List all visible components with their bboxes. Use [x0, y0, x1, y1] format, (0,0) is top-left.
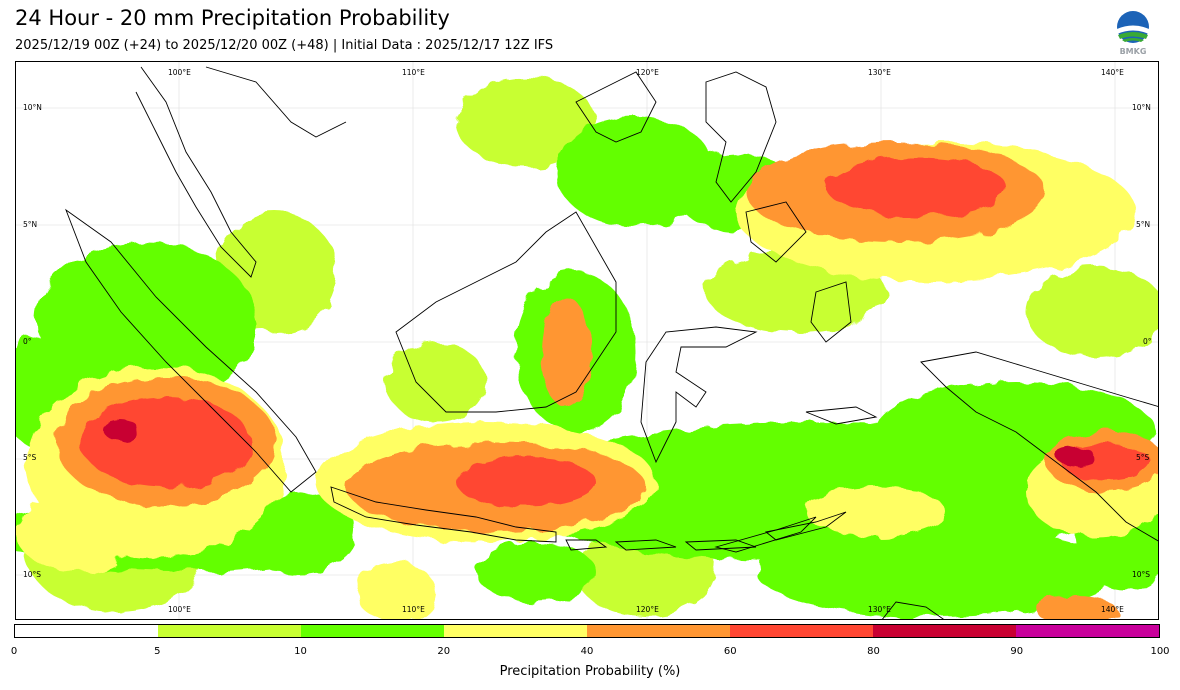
colorbar-segment	[158, 625, 301, 637]
colorbar-segment	[15, 625, 158, 637]
lon-label-bottom: 120°E	[636, 605, 659, 614]
colorbar-tick-label: 80	[867, 646, 880, 657]
lat-label-right: 0°	[1143, 337, 1152, 346]
logo-text: BMKG	[1120, 47, 1147, 56]
coastlines	[65, 66, 1158, 619]
colorbar-segment	[730, 625, 873, 637]
colorbar-tick-label: 40	[580, 646, 594, 657]
lon-label-bottom: 110°E	[402, 605, 425, 614]
lat-label-right: 10°S	[1132, 570, 1151, 579]
bmkg-logo-icon: BMKG	[1117, 11, 1149, 56]
lon-label-bottom: 140°E	[1101, 605, 1124, 614]
colorbar-tick-label: 100	[1150, 646, 1170, 657]
colorbar-segment	[587, 625, 730, 637]
colorbar-tick-label: 60	[723, 646, 737, 657]
colorbar-title: Precipitation Probability (%)	[499, 664, 681, 679]
lat-label-right: 5°S	[1136, 453, 1150, 462]
lat-label-left: 5°S	[23, 453, 37, 462]
colorbar-segment	[444, 625, 587, 637]
lat-label-left: 10°N	[23, 103, 42, 112]
lon-label-top: 140°E	[1101, 68, 1124, 77]
lon-label-top: 110°E	[402, 68, 425, 77]
lat-label-left: 10°S	[23, 570, 42, 579]
lon-label-top: 100°E	[168, 68, 191, 77]
lon-label-top: 120°E	[636, 68, 659, 77]
lat-label-right: 10°N	[1132, 103, 1151, 112]
colorbar-tick-label: 10	[294, 646, 307, 657]
colorbar-segment	[301, 625, 444, 637]
page-title: 24 Hour - 20 mm Precipitation Probabilit…	[15, 6, 450, 30]
colorbar-tick-label: 20	[437, 646, 451, 657]
lon-label-bottom: 100°E	[168, 605, 191, 614]
lon-label-top: 130°E	[868, 68, 891, 77]
band-80-90	[103, 420, 1096, 465]
lat-label-left: 5°N	[23, 220, 38, 229]
lat-label-left: 0°	[23, 337, 32, 346]
map-canvas	[16, 62, 1158, 619]
colorbar-tick-label: 5	[154, 646, 161, 657]
page-subtitle: 2025/12/19 00Z (+24) to 2025/12/20 00Z (…	[15, 38, 554, 53]
colorbar-segment	[873, 625, 1016, 637]
lat-label-right: 5°N	[1136, 220, 1151, 229]
precipitation-map: 100°E 110°E 120°E 130°E 140°E 100°E 110°…	[15, 61, 1159, 620]
colorbar-tick-label: 90	[1010, 646, 1024, 657]
colorbar-tick-label: 0	[10, 646, 18, 657]
lon-label-bottom: 130°E	[868, 605, 891, 614]
probability-field	[16, 77, 1158, 619]
colorbar-segment	[1016, 625, 1159, 637]
colorbar	[14, 624, 1160, 638]
